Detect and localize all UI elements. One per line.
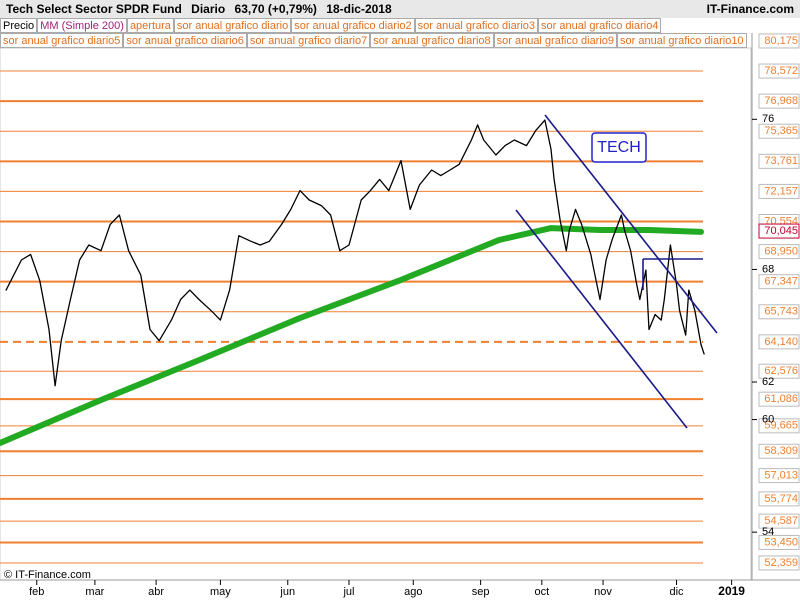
level-label: 76,968 bbox=[764, 95, 798, 107]
level-label: 62,576 bbox=[764, 365, 798, 377]
level-label-box bbox=[758, 153, 800, 169]
plot-area bbox=[0, 47, 752, 581]
site: IT-Finance.com bbox=[706, 2, 794, 16]
legend-item: Precio bbox=[0, 18, 38, 33]
level-label-box bbox=[758, 468, 800, 484]
legend-item: sor anual grafico diario8 bbox=[370, 33, 494, 48]
source: © IT-Finance.com bbox=[4, 569, 91, 581]
level-label-box bbox=[758, 418, 800, 434]
x-tick-label: 2019 bbox=[718, 584, 745, 598]
level-label: 78,572 bbox=[764, 65, 798, 77]
marker-label: 70,045 bbox=[764, 225, 798, 237]
level-label-box bbox=[758, 123, 800, 139]
level-label-box bbox=[758, 443, 800, 459]
level-label: 55,774 bbox=[764, 493, 798, 505]
legend-item: sor anual grafico diario9 bbox=[493, 33, 618, 48]
level-label-box bbox=[758, 304, 800, 320]
trend-line bbox=[544, 114, 718, 334]
level-label-box bbox=[758, 555, 800, 571]
x-tick-label: mar bbox=[85, 586, 104, 598]
y-tick-label: 76 bbox=[762, 113, 774, 125]
legend-item: sor anual grafico diario bbox=[173, 18, 292, 33]
level-label: 64,140 bbox=[764, 336, 798, 348]
legend-item: apertura bbox=[126, 18, 174, 33]
x-tick-label: dic bbox=[669, 586, 684, 598]
level-label: 61,086 bbox=[764, 393, 798, 405]
level-label: 67,347 bbox=[764, 276, 798, 288]
level-label-box bbox=[758, 363, 800, 379]
level-label: 80,175 bbox=[764, 35, 798, 47]
trend-line bbox=[515, 209, 688, 429]
y-tick-label: 68 bbox=[762, 263, 774, 275]
level-label: 53,450 bbox=[764, 536, 798, 548]
level-label: 65,743 bbox=[764, 306, 798, 318]
title: Tech Select Sector SPDR Fund bbox=[6, 2, 182, 16]
y-tick-label: 60 bbox=[762, 413, 774, 425]
level-label-box bbox=[758, 183, 800, 199]
level-label-box bbox=[758, 491, 800, 507]
legend-item: sor anual grafico diario4 bbox=[538, 18, 662, 33]
axes: 80,17578,57276,96875,36573,76172,15770,5… bbox=[0, 33, 800, 598]
level-label-box bbox=[758, 63, 800, 79]
x-tick-label: ago bbox=[404, 586, 422, 598]
levels bbox=[0, 70, 703, 564]
level-label: 72,157 bbox=[764, 185, 798, 197]
annotation-box bbox=[591, 132, 647, 163]
x-tick-label: oct bbox=[534, 586, 549, 598]
quote: 63,70 (+0,79%) bbox=[234, 2, 317, 16]
level-label-box bbox=[758, 274, 800, 290]
lines bbox=[0, 119, 705, 446]
level-label-box bbox=[758, 244, 800, 260]
level-label: 54,587 bbox=[764, 515, 798, 527]
level-label: 73,761 bbox=[764, 155, 798, 167]
level-label: 58,309 bbox=[764, 445, 798, 457]
level-label: 52,359 bbox=[764, 557, 798, 569]
period: Diario bbox=[191, 2, 226, 16]
date: 18-dic-2018 bbox=[326, 2, 392, 16]
x-tick-label: jun bbox=[279, 586, 295, 598]
annotation: TECH bbox=[597, 139, 641, 156]
series-line bbox=[5, 119, 705, 387]
level-label: 59,665 bbox=[764, 420, 798, 432]
header: Tech Select Sector SPDR Fund Diario 63,7… bbox=[0, 0, 800, 18]
x-tick-label: jul bbox=[342, 586, 354, 598]
x-tick-label: may bbox=[210, 586, 231, 598]
x-tick-label: feb bbox=[29, 586, 44, 598]
level-label: 57,013 bbox=[764, 470, 798, 482]
legend-item: sor anual grafico diario5 bbox=[0, 33, 124, 48]
y-tick-label: 62 bbox=[762, 376, 774, 388]
legend-item: sor anual grafico diario2 bbox=[291, 18, 415, 33]
level-label: 68,950 bbox=[764, 246, 798, 258]
marker-label-box bbox=[758, 223, 800, 239]
legend-item: sor anual grafico diario6 bbox=[123, 33, 247, 48]
level-label-box bbox=[758, 534, 800, 550]
legend-row: sor anual grafico diario5 sor anual grafi… bbox=[0, 33, 760, 48]
level-label-box bbox=[758, 93, 800, 109]
level-label-box bbox=[758, 513, 800, 529]
legend-row: Precio MM (Simple 200) apertura sor anual g… bbox=[0, 18, 760, 33]
x-tick-label: abr bbox=[148, 586, 164, 598]
level-label: 75,365 bbox=[764, 125, 798, 137]
level-label-box bbox=[758, 334, 800, 350]
level-label-box bbox=[758, 391, 800, 407]
legend-item: sor anual grafico diario10 bbox=[617, 33, 747, 48]
level-label-box bbox=[758, 33, 800, 49]
legend-item: MM (Simple 200) bbox=[37, 18, 127, 33]
x-tick-label: nov bbox=[594, 586, 612, 598]
x-tick-label: sep bbox=[472, 586, 490, 598]
legend-item: sor anual grafico diario3 bbox=[414, 18, 539, 33]
y-tick-label: 54 bbox=[762, 526, 774, 538]
legend-item: sor anual grafico diario7 bbox=[246, 33, 371, 48]
